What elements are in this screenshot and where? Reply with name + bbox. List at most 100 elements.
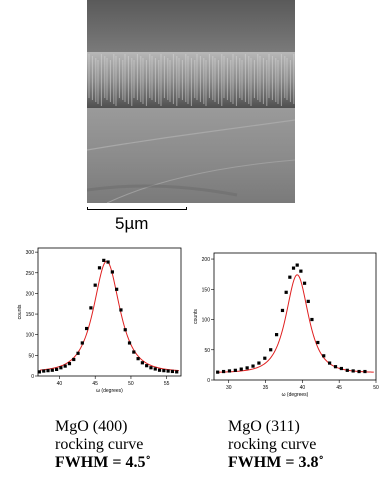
x-tick-label: 40 (57, 381, 63, 387)
data-point (106, 260, 110, 264)
data-point (299, 269, 303, 273)
data-point (145, 364, 149, 368)
y-tick-label: 250 (26, 271, 35, 277)
data-point (115, 287, 119, 291)
data-point (153, 367, 157, 371)
data-point (149, 366, 153, 370)
y-tick-label: 100 (202, 318, 211, 324)
data-point (251, 364, 255, 368)
data-point (63, 364, 67, 368)
y-axis-label: counts (17, 304, 23, 319)
x-tick-label: 45 (336, 385, 342, 391)
caption-material: MgO (311) (228, 418, 300, 435)
data-point (50, 368, 54, 372)
data-point (345, 368, 349, 372)
y-tick-label: 200 (26, 291, 35, 297)
rocking-curve-chart-400: 0 50 100 150 200 250 300 40 45 50 55 counts ω (degre… (17, 247, 182, 394)
data-point (67, 362, 72, 366)
fit-curve (40, 260, 179, 372)
plot-frame (37, 247, 182, 377)
data-point (288, 275, 292, 279)
scale-bar-line (87, 207, 187, 210)
y-tick-label: 0 (207, 378, 210, 384)
data-point (54, 367, 59, 371)
data-point (42, 369, 46, 373)
data-point (351, 369, 355, 373)
x-tick-label: 50 (373, 385, 379, 391)
data-point (166, 369, 170, 373)
data-point (80, 341, 84, 345)
x-tick-label: 30 (226, 385, 232, 391)
data-point (233, 368, 237, 372)
data-point (306, 299, 310, 303)
data-point (322, 354, 326, 358)
data-point (123, 328, 127, 332)
data-point (216, 370, 220, 374)
data-point (136, 357, 140, 361)
data-point (280, 308, 285, 313)
caption-mgo-400: MgO (400) rocking curve FWHM = 4.5˚ (55, 418, 151, 472)
fit-curve (216, 274, 374, 373)
data-point (132, 350, 136, 354)
data-point (328, 361, 332, 365)
y-tick-label: 150 (26, 312, 35, 318)
data-point (310, 317, 314, 322)
data-point (291, 266, 296, 270)
data-point (333, 365, 338, 369)
x-tick-label: 35 (263, 385, 269, 391)
data-point (89, 306, 93, 310)
data-point (157, 368, 162, 372)
data-point (274, 333, 279, 337)
x-tick-label: 50 (128, 381, 134, 387)
data-point (170, 369, 175, 374)
data-point (46, 369, 50, 373)
x-tick-label: 40 (300, 385, 306, 391)
x-axis-label: ω (degrees) (282, 392, 309, 398)
x-tick-label: 45 (92, 381, 98, 387)
data-point (110, 270, 114, 274)
data-point (284, 290, 288, 294)
plot-frame (213, 252, 377, 381)
data-point (263, 356, 267, 360)
scale-bar: 5µm (87, 205, 189, 237)
data-point (175, 370, 179, 374)
y-tick-label: 50 (204, 348, 210, 354)
data-point (119, 308, 123, 312)
data-point (85, 326, 89, 331)
caption-fwhm: FWHM = 4.5˚ (55, 454, 151, 471)
caption-type: rocking curve (228, 436, 317, 453)
x-axis-label: ω (degrees) (96, 388, 123, 394)
data-point (239, 367, 243, 371)
data-point (102, 258, 106, 262)
x-tick-label: 55 (164, 381, 170, 387)
scale-bar-label: 5µm (115, 214, 149, 233)
y-tick-label: 0 (31, 374, 34, 380)
y-tick-label: 100 (26, 333, 35, 339)
data-point (162, 369, 166, 373)
caption-mgo-311: MgO (311) rocking curve FWHM = 3.8˚ (228, 418, 324, 472)
data-point (97, 266, 102, 270)
data-point (245, 366, 249, 370)
data-point (59, 366, 63, 370)
data-point (93, 283, 97, 287)
sem-cross-section-image (87, 0, 295, 203)
y-tick-label: 200 (202, 257, 211, 263)
data-point (227, 369, 232, 373)
data-point (76, 351, 80, 355)
data-point (295, 263, 299, 267)
y-tick-label: 50 (28, 353, 34, 359)
caption-fwhm: FWHM = 3.8˚ (228, 454, 324, 471)
data-point (357, 369, 361, 374)
data-point (339, 366, 343, 371)
caption-material: MgO (400) (55, 418, 128, 435)
data-point (140, 361, 144, 365)
data-point (127, 341, 132, 345)
rocking-curve-chart-311: 0 50 100 150 200 30 35 40 45 50 counts ω (degrees) (193, 252, 379, 398)
y-tick-label: 300 (26, 250, 35, 256)
data-point (316, 340, 320, 345)
data-point (257, 361, 261, 365)
data-point (269, 348, 273, 352)
data-point (72, 357, 76, 362)
data-point (37, 370, 42, 374)
caption-type: rocking curve (55, 436, 144, 453)
